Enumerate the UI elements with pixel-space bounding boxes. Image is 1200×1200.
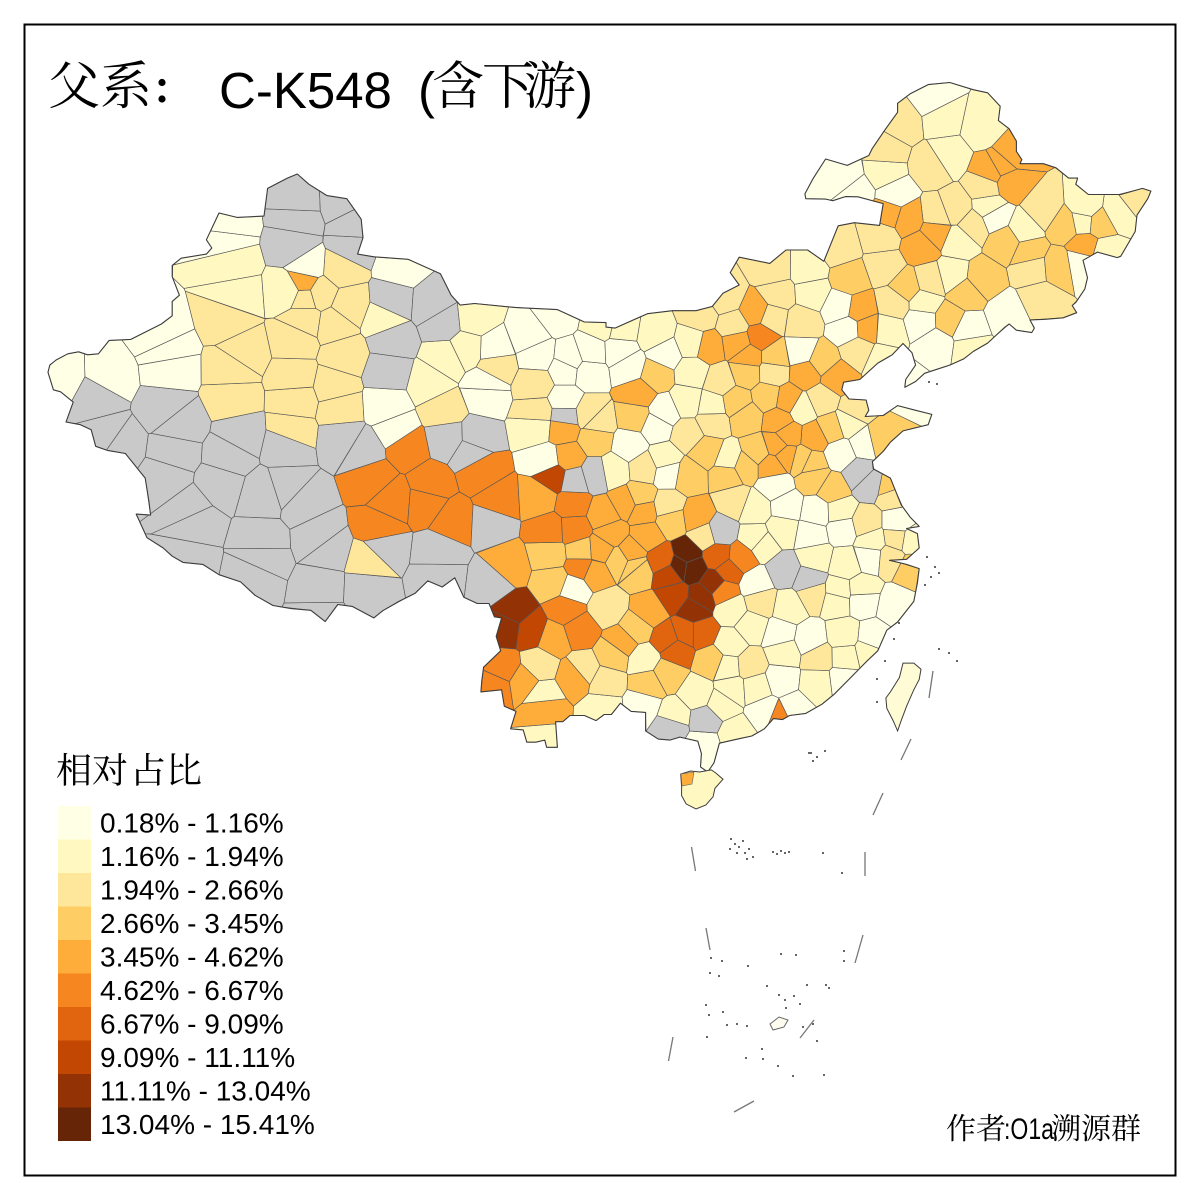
svg-text:11.11% - 13.04%: 11.11% - 13.04% (100, 1075, 311, 1106)
svg-text:1.94% - 2.66%: 1.94% - 2.66% (100, 874, 284, 905)
svg-text:6.67% - 9.09%: 6.67% - 9.09% (100, 1008, 284, 1039)
svg-text:3.45% - 4.62%: 3.45% - 4.62% (100, 941, 284, 972)
svg-text:13.04% - 15.41%: 13.04% - 15.41% (100, 1109, 315, 1140)
svg-text:0.18% - 1.16%: 0.18% - 1.16% (100, 807, 284, 838)
svg-text:): ) (576, 62, 593, 119)
svg-text:1.16% - 1.94%: 1.16% - 1.94% (100, 841, 284, 872)
svg-text:9.09% - 11.11%: 9.09% - 11.11% (100, 1042, 295, 1073)
svg-text:2.66% - 3.45%: 2.66% - 3.45% (100, 908, 284, 939)
svg-text:(: ( (418, 62, 435, 119)
svg-text:4.62% - 6.67%: 4.62% - 6.67% (100, 975, 284, 1006)
svg-text:C-K548: C-K548 (219, 62, 392, 119)
svg-text::O1a: :O1a (1004, 1113, 1054, 1146)
